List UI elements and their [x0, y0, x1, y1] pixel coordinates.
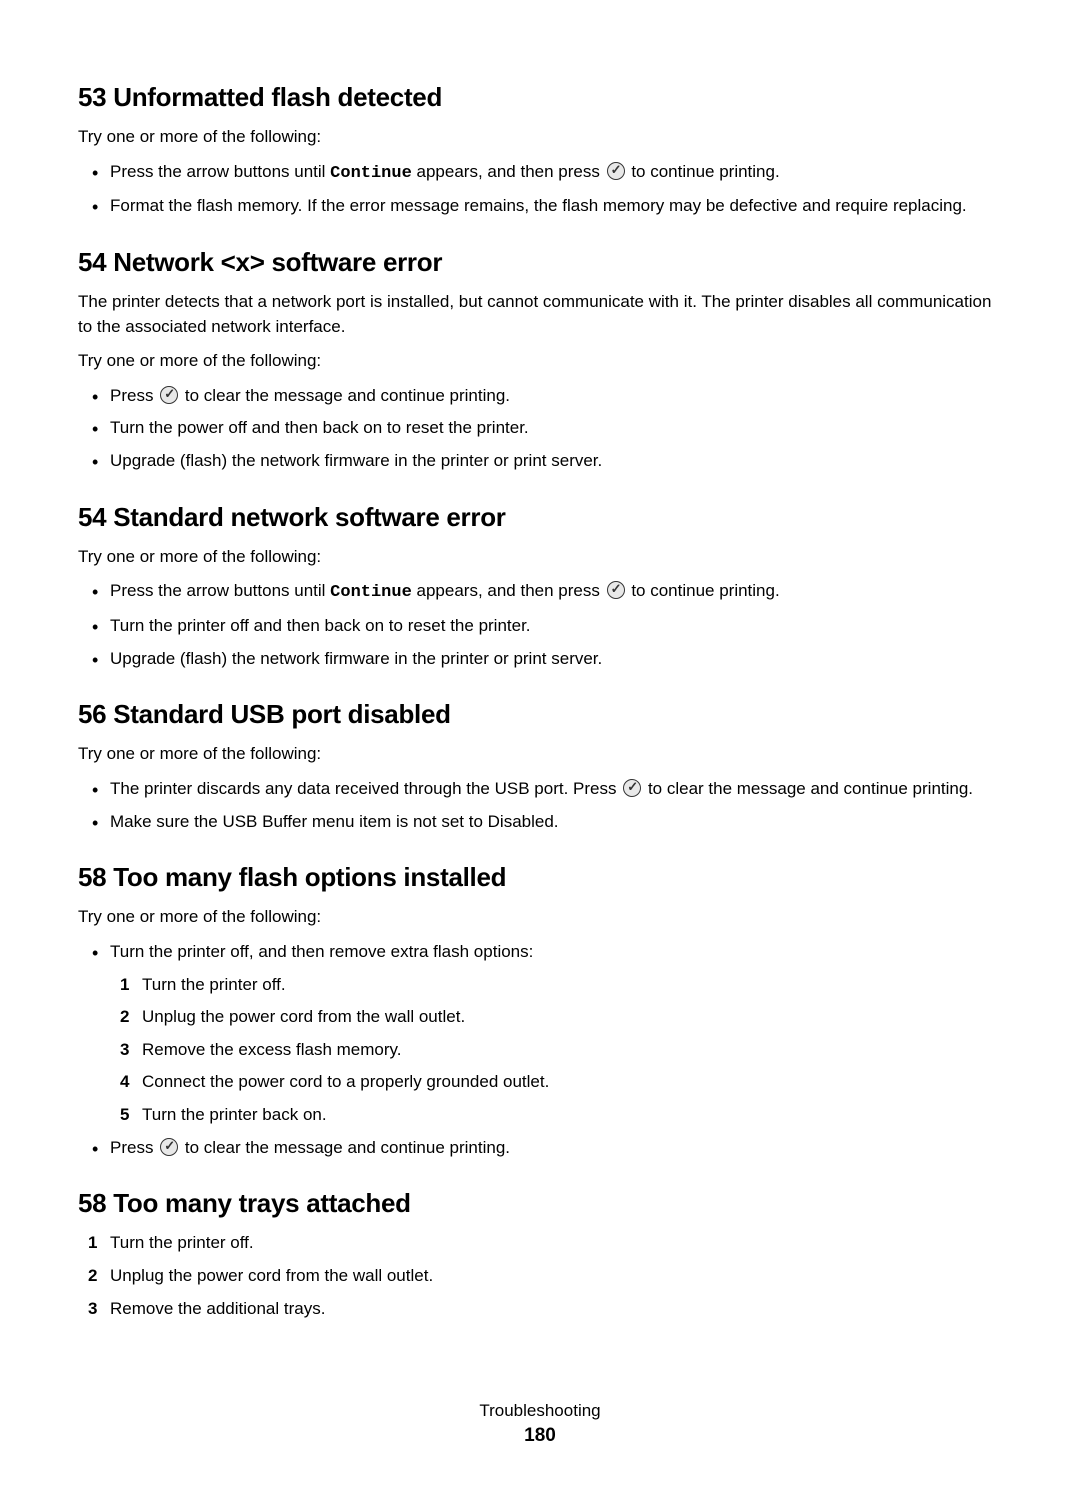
bullet-list: Turn the printer off, and then remove ex… — [78, 940, 1002, 1160]
section-intro: Try one or more of the following: — [78, 742, 1002, 767]
step-item: Turn the printer off. — [110, 1231, 1002, 1256]
ok-button-icon — [607, 162, 625, 180]
bullet-list: Press the arrow buttons until Continue a… — [78, 160, 1002, 219]
list-item: Press the arrow buttons until Continue a… — [110, 579, 1002, 606]
step-item: Unplug the power cord from the wall outl… — [110, 1264, 1002, 1289]
step-item: Connect the power cord to a properly gro… — [142, 1070, 1002, 1095]
footer-title: Troubleshooting — [78, 1401, 1002, 1421]
step-item: Remove the excess flash memory. — [142, 1038, 1002, 1063]
ok-button-icon — [160, 1138, 178, 1156]
ok-button-icon — [160, 386, 178, 404]
bullet-list: Press the arrow buttons until Continue a… — [78, 579, 1002, 671]
ok-button-icon — [623, 779, 641, 797]
section-heading: 54 Network <x> software error — [78, 247, 1002, 278]
section-heading: 54 Standard network software error — [78, 502, 1002, 533]
list-item: Format the flash memory. If the error me… — [110, 194, 1002, 219]
numbered-steps: Turn the printer off. Unplug the power co… — [78, 1231, 1002, 1321]
bullet-list: Press to clear the message and continue … — [78, 384, 1002, 474]
list-item: Turn the printer off and then back on to… — [110, 614, 1002, 639]
list-item: Press to clear the message and continue … — [110, 384, 1002, 409]
section-heading: 56 Standard USB port disabled — [78, 699, 1002, 730]
monospace-text: Continue — [330, 583, 412, 602]
section-intro: Try one or more of the following: — [78, 905, 1002, 930]
list-item: Upgrade (flash) the network firmware in … — [110, 449, 1002, 474]
list-item: Press the arrow buttons until Continue a… — [110, 160, 1002, 187]
list-item: The printer discards any data received t… — [110, 777, 1002, 802]
section-paragraph: Try one or more of the following: — [78, 349, 1002, 374]
step-item: Unplug the power cord from the wall outl… — [142, 1005, 1002, 1030]
page-footer: Troubleshooting 180 — [78, 1401, 1002, 1447]
section-intro: Try one or more of the following: — [78, 545, 1002, 570]
list-item: Press to clear the message and continue … — [110, 1136, 1002, 1161]
ok-button-icon — [607, 581, 625, 599]
section-heading: 58 Too many flash options installed — [78, 862, 1002, 893]
step-item: Turn the printer off. — [142, 973, 1002, 998]
section-heading: 58 Too many trays attached — [78, 1188, 1002, 1219]
numbered-steps: Turn the printer off. Unplug the power co… — [110, 973, 1002, 1128]
list-item: Upgrade (flash) the network firmware in … — [110, 647, 1002, 672]
step-item: Turn the printer back on. — [142, 1103, 1002, 1128]
monospace-text: Continue — [330, 164, 412, 183]
footer-page-number: 180 — [78, 1425, 1002, 1447]
list-item: Turn the printer off, and then remove ex… — [110, 940, 1002, 1128]
section-paragraph: The printer detects that a network port … — [78, 290, 1002, 339]
section-intro: Try one or more of the following: — [78, 125, 1002, 150]
list-item: Turn the power off and then back on to r… — [110, 416, 1002, 441]
section-heading: 53 Unformatted flash detected — [78, 82, 1002, 113]
page-content: 53 Unformatted flash detected Try one or … — [78, 82, 1002, 1321]
step-item: Remove the additional trays. — [110, 1297, 1002, 1322]
list-item: Make sure the USB Buffer menu item is no… — [110, 810, 1002, 835]
bullet-list: The printer discards any data received t… — [78, 777, 1002, 834]
